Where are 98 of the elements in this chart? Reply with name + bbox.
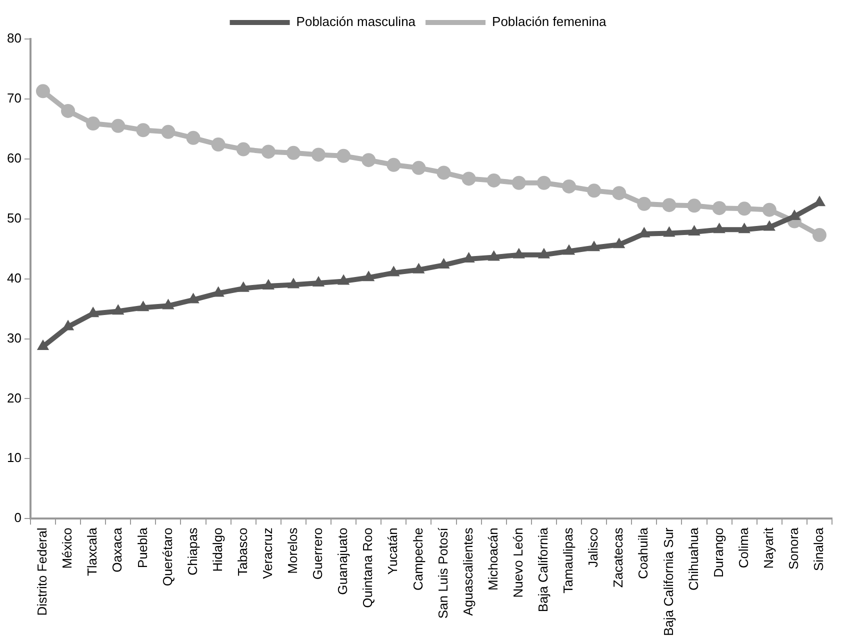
y-tick-label: 60 [6, 150, 22, 166]
point [362, 153, 376, 168]
point [287, 278, 300, 288]
legend-label: Población femenina [492, 14, 607, 30]
point [688, 225, 700, 236]
x-tick-label: Morelos [285, 527, 300, 574]
point [662, 198, 676, 212]
x-tick-label: Colima [736, 526, 751, 568]
x-tick-label: Campeche [410, 528, 426, 590]
point [536, 176, 551, 190]
y-tick-label: 80 [6, 30, 22, 46]
y-tick-label: 40 [6, 270, 22, 286]
x-tick-label: Quintana Roo [360, 528, 376, 608]
point [737, 202, 752, 216]
y-tick-label: 20 [6, 390, 22, 406]
point [412, 262, 425, 274]
point [762, 202, 776, 217]
x-tick-label: Chihuahua [686, 526, 701, 591]
point [663, 226, 676, 237]
x-tick-label: Durango [710, 528, 726, 578]
point [211, 138, 226, 152]
point [111, 118, 126, 133]
point [512, 176, 526, 190]
point [412, 160, 426, 175]
point [262, 279, 274, 290]
x-tick-label: Tlaxcala [84, 526, 100, 576]
point [237, 281, 250, 292]
point [612, 186, 626, 200]
point [738, 222, 750, 234]
point [713, 222, 726, 234]
x-tick-label: Aguascalientes [460, 527, 476, 616]
x-tick-label: Baja California Sur [660, 526, 676, 636]
point [86, 116, 100, 131]
x-tick-label: Puebla [134, 526, 150, 568]
x-tick-label: Yucatán [385, 528, 400, 575]
x-tick-label: Guanajuato [335, 528, 350, 595]
y-tick-label: 50 [6, 210, 22, 226]
point [812, 228, 826, 242]
x-tick-label: Oaxaca [110, 526, 125, 572]
point [538, 248, 550, 258]
y-tick-label: 70 [6, 90, 22, 106]
point [562, 179, 576, 194]
x-tick-label: Sonora [786, 526, 802, 570]
point [61, 104, 76, 118]
x-tick-label: San Luis Potosí [435, 527, 450, 619]
point [236, 142, 250, 156]
y-tick-label: 10 [6, 450, 22, 466]
point [162, 298, 174, 310]
x-tick-label: Veracruz [260, 528, 275, 579]
x-tick-label: Hidalgo [210, 528, 225, 572]
point [386, 158, 401, 172]
x-tick-label: Nayarit [760, 527, 776, 569]
point [587, 184, 602, 198]
point [637, 196, 652, 211]
y-tick-label: 0 [14, 510, 22, 526]
point [137, 300, 150, 312]
point [362, 270, 375, 282]
point [488, 250, 500, 261]
x-tick-label: Tabasco [234, 528, 250, 576]
x-tick-label: Coahuila [636, 526, 651, 579]
x-tick-label: Baja California [536, 526, 551, 612]
point [462, 172, 476, 186]
point [112, 304, 124, 315]
point [136, 123, 150, 138]
point [338, 274, 350, 285]
point [436, 166, 451, 180]
point [261, 144, 276, 159]
point [613, 238, 626, 248]
point [687, 198, 702, 213]
point [36, 84, 50, 98]
x-tick-label: Jalisco [586, 528, 601, 568]
point [388, 266, 400, 276]
x-tick-label: Zacatecas [610, 527, 626, 588]
point [512, 248, 525, 258]
point [486, 173, 501, 188]
point [712, 201, 726, 216]
point [312, 276, 325, 287]
point [336, 148, 351, 163]
point [763, 220, 776, 231]
point [562, 244, 576, 255]
x-tick-label: Sinaloa [811, 526, 826, 571]
point [161, 124, 176, 139]
x-tick-label: Guerrero [310, 528, 326, 580]
point [438, 258, 450, 269]
x-tick-label: Distrito Federal [34, 528, 50, 616]
x-tick-label: Tamaulipas [560, 527, 576, 594]
x-tick-label: México [60, 528, 75, 569]
x-tick-label: Chiapas [184, 527, 200, 576]
point [312, 148, 326, 162]
point [36, 340, 50, 350]
point [588, 240, 600, 252]
legend-label: Población masculina [296, 14, 416, 30]
x-tick-label: Michoacán [485, 528, 500, 590]
point [286, 146, 300, 160]
y-tick-label: 30 [6, 330, 22, 346]
x-tick-label: Querétaro [160, 528, 175, 586]
x-tick-label: Nuevo León [510, 528, 526, 598]
point [186, 130, 200, 145]
